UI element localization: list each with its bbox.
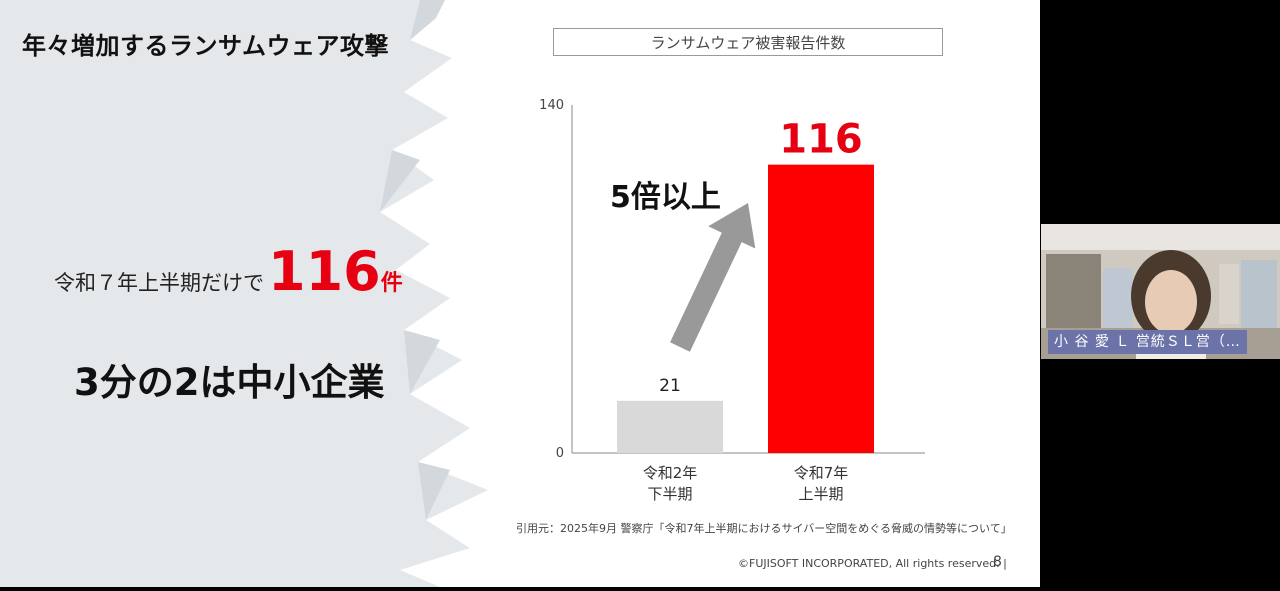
x-category-label: 上半期 — [798, 485, 843, 503]
brush-stroke-background — [0, 0, 488, 587]
slide-title: 年々増加するランサムウェア攻撃 — [22, 32, 390, 60]
y-tick-label: 140 — [539, 98, 564, 113]
growth-arrow-icon — [670, 203, 756, 352]
page-number: 8 — [993, 554, 1002, 570]
growth-annotation: 5倍以上 — [610, 180, 721, 215]
chart-title: ランサムウェア被害報告件数 — [553, 28, 943, 56]
copyright: ©FUJISOFT INCORPORATED, All rights reser… — [738, 557, 1007, 570]
stat-number: 116 — [268, 240, 381, 303]
bar-value-label: 116 — [779, 117, 863, 163]
sub-claim: 3分の2は中小企業 — [74, 361, 385, 404]
bar-2 — [768, 164, 874, 453]
bar-value-label: 21 — [659, 376, 681, 396]
participant-name-label: 小 谷 愛 Ｌ 営統ＳＬ営（… — [1048, 330, 1247, 354]
stat-unit: 件 — [380, 271, 403, 296]
stat-line: 令和７年上半期だけで 116 件 — [54, 240, 403, 310]
y-tick-label: 0 — [556, 446, 564, 461]
x-category-label: 令和7年 — [794, 464, 849, 482]
x-category-label: 令和2年 — [643, 464, 698, 482]
source-note: 引用元：2025年9月 警察庁「令和7年上半期におけるサイバー空間をめぐる脅威の… — [516, 522, 1012, 535]
presentation-slide: 年々増加するランサムウェア攻撃 令和７年上半期だけで 116 件 3分の2は中小… — [0, 0, 1040, 587]
stat-prefix: 令和７年上半期だけで — [54, 271, 264, 295]
x-category-label: 下半期 — [647, 485, 692, 503]
bar-1 — [617, 400, 723, 453]
